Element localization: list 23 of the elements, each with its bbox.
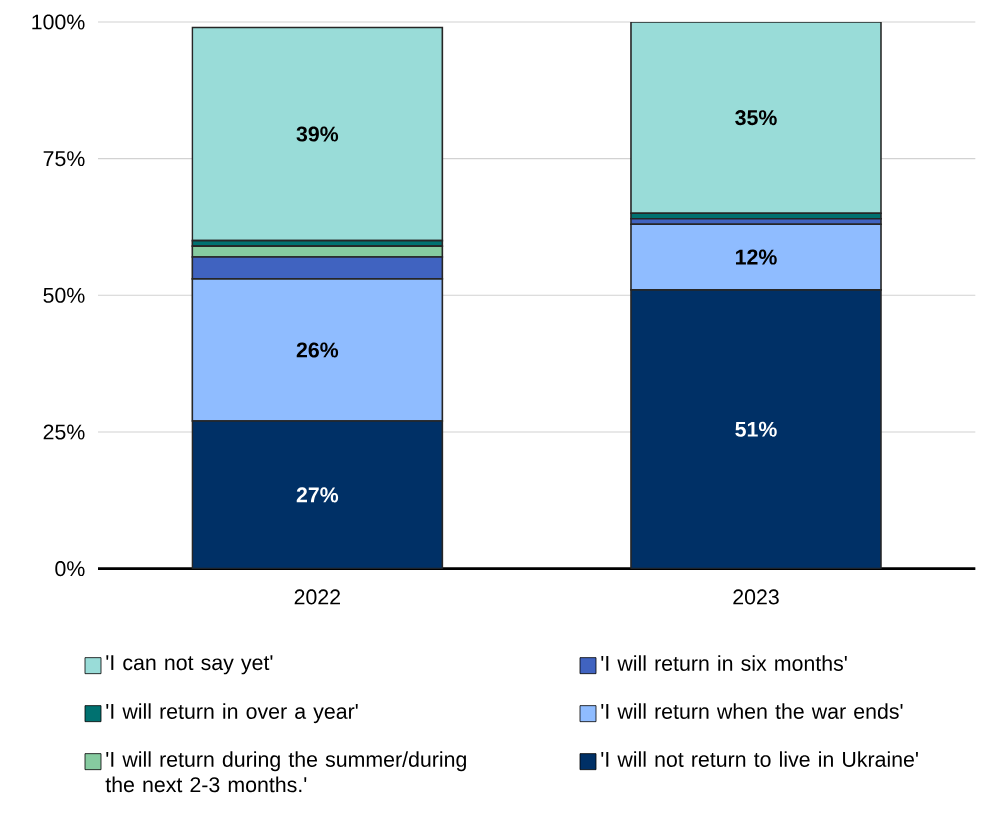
data-label: 35%: [735, 109, 777, 126]
legend-label: 'I will return in six months': [601, 655, 847, 671]
bar: [191, 26, 444, 242]
bar: [191, 420, 444, 569]
bar: [630, 21, 882, 214]
data-label: 51%: [735, 421, 777, 437]
data-label: 39%: [296, 126, 339, 142]
data-label: 27%: [296, 487, 339, 503]
data-label: 12%: [735, 249, 777, 265]
legend-label: 'I will return during the summer/during the next 2-3 months.': [105, 751, 466, 793]
bar: [630, 288, 882, 569]
x-tick-label: 2022: [294, 589, 340, 605]
y-tick-label: 50%: [43, 287, 85, 303]
y-tick-label: 75%: [43, 150, 85, 167]
y-tick-label: 25%: [43, 424, 85, 440]
legend-label: 'I will return when the war ends': [601, 703, 903, 719]
legend-label: 'I can not say yet': [106, 655, 273, 675]
y-tick-label: 100%: [32, 14, 85, 30]
legend-label: 'I will not return to live in Ukraine': [601, 751, 918, 767]
y-tick-label: 0%: [55, 560, 85, 577]
data-label: 26%: [296, 342, 339, 358]
x-tick-label: 2023: [733, 589, 779, 605]
legend-label: 'I will return in over a year': [106, 703, 358, 723]
